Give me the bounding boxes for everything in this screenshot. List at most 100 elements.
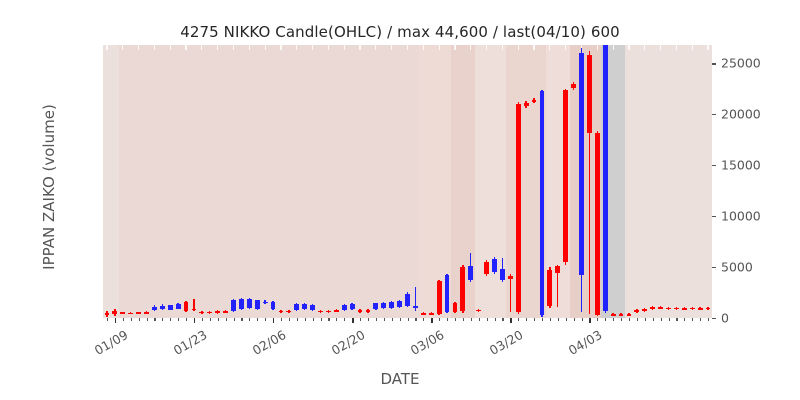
- candle-body: [389, 301, 395, 308]
- candle-body: [246, 298, 252, 309]
- x-tick-minor: [320, 318, 322, 321]
- x-tick-minor: [375, 318, 377, 321]
- candle-body: [412, 305, 418, 308]
- candle-body: [144, 312, 149, 314]
- background-band: [451, 45, 475, 318]
- candle-body: [286, 310, 292, 313]
- gridline-vertical: [264, 45, 266, 318]
- x-tick-minor: [233, 318, 235, 321]
- y-tick-label: 15000: [721, 157, 761, 173]
- x-tick-minor: [684, 318, 686, 321]
- candle-body: [507, 276, 513, 280]
- candle-body: [175, 303, 181, 309]
- x-tick-minor: [660, 318, 662, 321]
- gridline-vertical: [707, 45, 709, 318]
- candle-body: [547, 270, 553, 306]
- x-tick-minor: [549, 318, 551, 321]
- x-tick-major: [352, 318, 354, 323]
- gridline-vertical: [201, 45, 203, 318]
- x-tick-minor: [170, 318, 172, 321]
- candle-body: [349, 304, 355, 310]
- y-tick-label: 20000: [721, 106, 761, 122]
- x-tick-minor: [217, 318, 219, 321]
- x-tick-major: [193, 318, 196, 323]
- candle-body: [689, 307, 695, 310]
- gridline-vertical: [343, 45, 345, 318]
- x-tick-minor: [518, 318, 520, 321]
- candle-body: [159, 305, 165, 310]
- x-tick-minor: [526, 318, 528, 321]
- gridline-vertical: [438, 45, 440, 318]
- candle-body: [278, 310, 284, 313]
- candle-body: [365, 309, 371, 312]
- background-band: [625, 45, 712, 318]
- candle-body: [602, 45, 608, 311]
- gridline-vertical: [248, 45, 250, 318]
- x-tick-label: 02/06: [249, 327, 289, 359]
- x-tick-minor: [668, 318, 670, 321]
- candle-body: [681, 308, 687, 310]
- gridline-vertical: [106, 45, 108, 318]
- x-tick-minor: [209, 318, 211, 321]
- x-tick-minor: [541, 318, 544, 321]
- x-tick-minor: [186, 318, 188, 321]
- candle-body: [215, 311, 221, 314]
- gridline-vertical: [533, 45, 535, 318]
- x-tick-minor: [454, 318, 457, 321]
- candle-body: [594, 132, 600, 315]
- x-tick-minor: [367, 318, 370, 321]
- candle-body: [642, 309, 648, 312]
- x-tick-minor: [407, 318, 409, 321]
- candle-body: [333, 310, 339, 313]
- candle-body: [666, 307, 671, 310]
- candle-body: [499, 269, 505, 281]
- candle-body: [586, 55, 592, 133]
- candle-body: [626, 313, 632, 316]
- candle-body: [618, 314, 624, 317]
- x-tick-minor: [478, 318, 480, 321]
- x-axis-label: DATE: [380, 370, 420, 388]
- candle-wick: [557, 265, 559, 307]
- candle-body: [658, 307, 664, 309]
- x-tick-major: [273, 318, 275, 323]
- gridline-vertical: [232, 45, 235, 318]
- x-tick-minor: [312, 318, 314, 321]
- candle-body: [515, 104, 521, 312]
- candle-body: [634, 309, 640, 312]
- x-tick-minor: [344, 318, 346, 321]
- x-tick-minor: [130, 318, 132, 321]
- x-tick-label: 01/23: [170, 327, 210, 359]
- x-tick-minor: [201, 318, 203, 321]
- gridline-vertical: [659, 45, 662, 318]
- candle-body: [571, 83, 577, 88]
- x-tick-minor: [280, 318, 283, 321]
- x-tick-minor: [676, 318, 678, 321]
- x-tick-minor: [573, 318, 575, 321]
- candle-wick: [129, 311, 132, 314]
- x-tick-minor: [328, 318, 330, 321]
- background-band: [419, 45, 451, 318]
- candle-body: [167, 305, 173, 310]
- gridline-vertical: [628, 45, 630, 318]
- gridline-vertical: [549, 45, 551, 318]
- plot-area[interactable]: [103, 45, 712, 318]
- x-tick-minor: [708, 318, 710, 321]
- candle-body: [112, 310, 118, 314]
- candle-body: [381, 302, 387, 309]
- candle-body: [539, 90, 545, 315]
- gridline-vertical: [169, 45, 171, 318]
- x-tick-minor: [628, 318, 631, 321]
- x-tick-minor: [138, 318, 140, 321]
- candle-body: [452, 302, 458, 312]
- candle-body: [484, 261, 490, 275]
- x-tick-minor: [700, 318, 702, 321]
- x-tick-label: 04/03: [566, 327, 605, 359]
- candle-body: [579, 53, 584, 276]
- x-tick-minor: [613, 318, 615, 321]
- candle-wick: [509, 274, 511, 312]
- candle-body: [262, 301, 268, 304]
- candle-body: [270, 301, 276, 309]
- x-tick-label: 01/09: [91, 327, 131, 359]
- x-tick-label: 02/20: [328, 327, 368, 359]
